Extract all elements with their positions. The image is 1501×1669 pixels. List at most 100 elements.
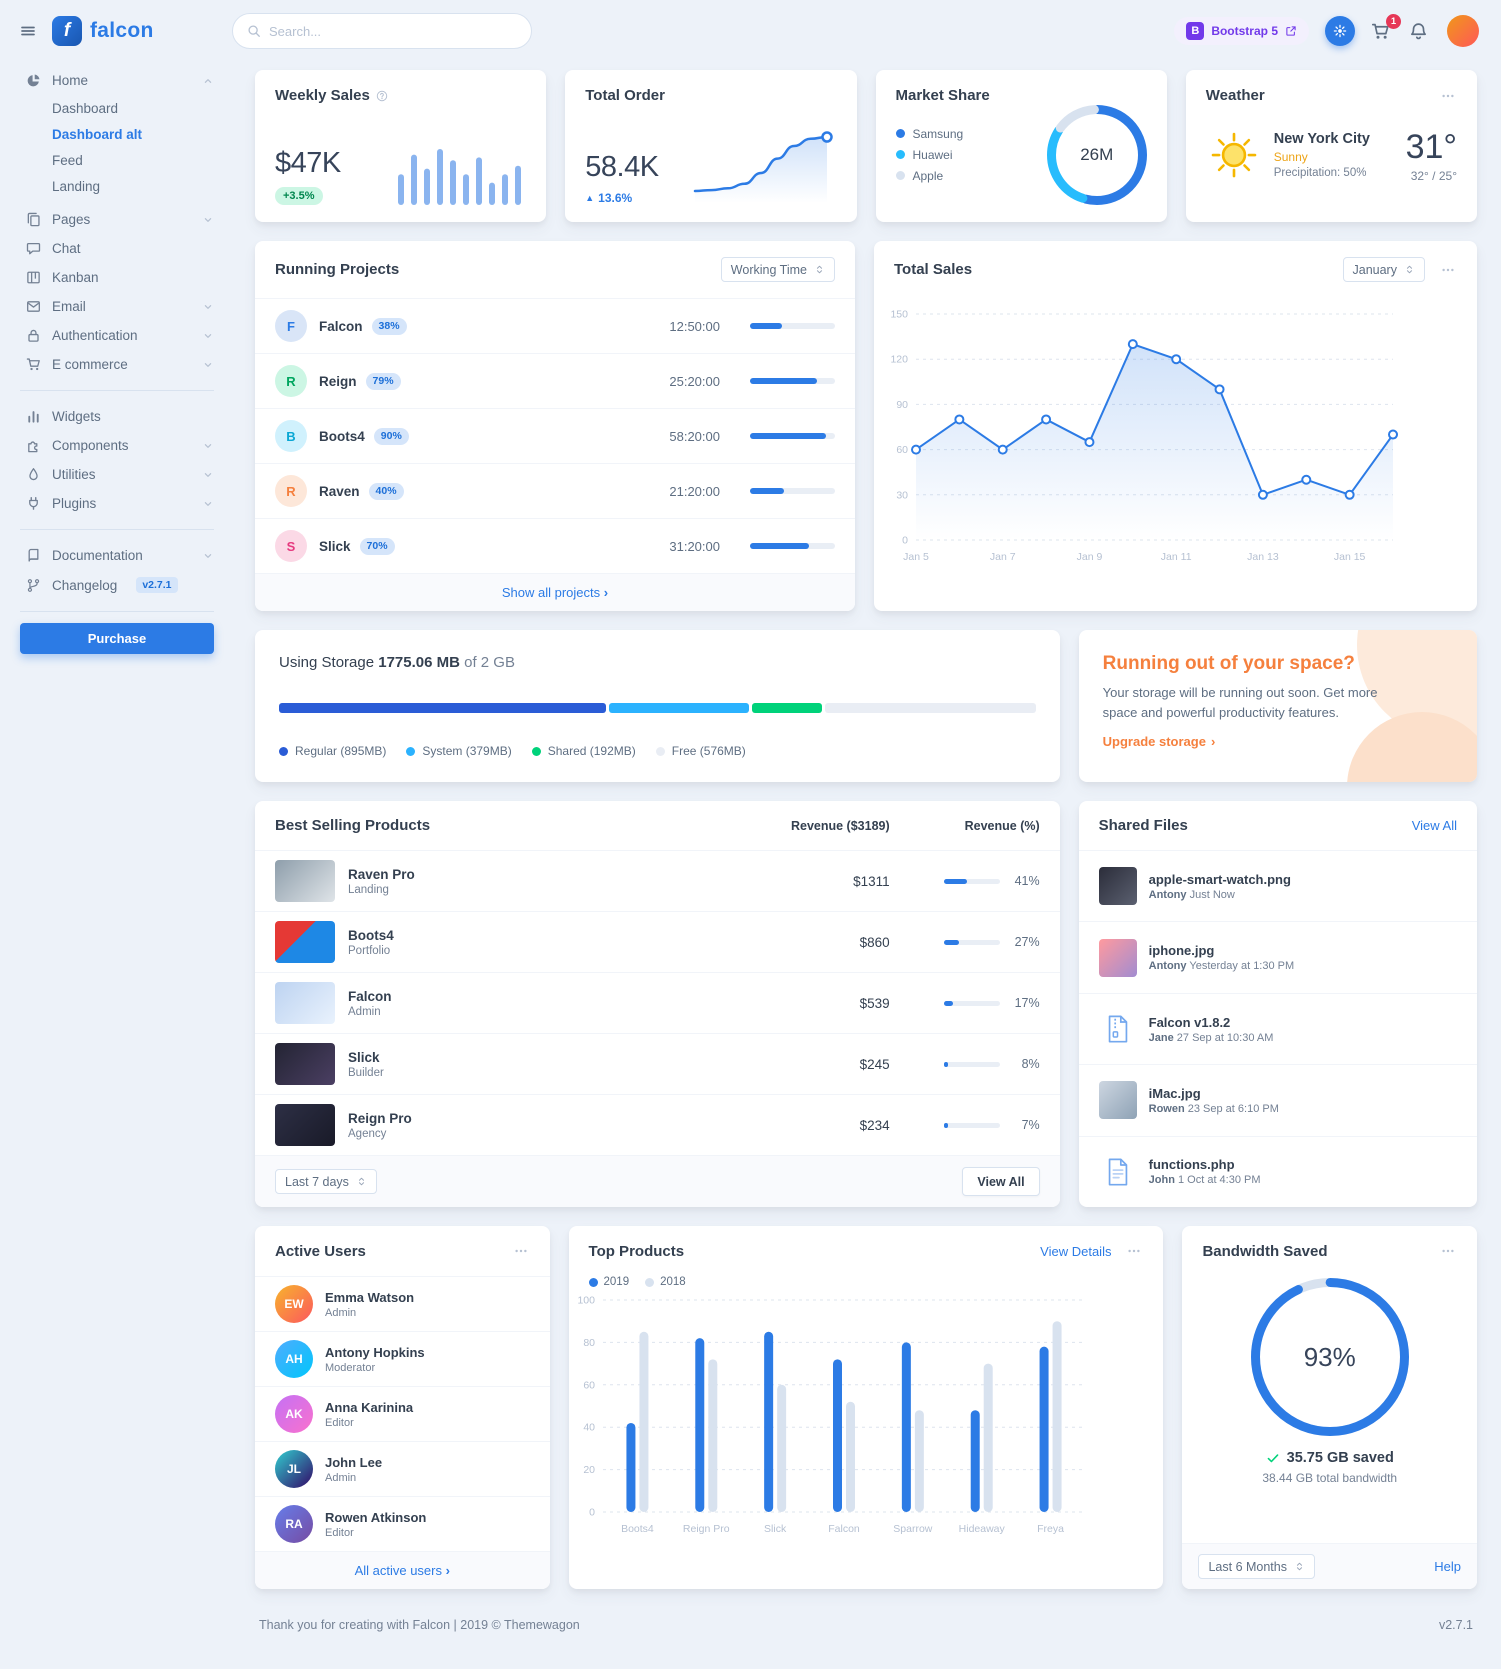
project-avatar: R bbox=[275, 365, 307, 397]
sidebar-item-email[interactable]: Email bbox=[20, 292, 220, 321]
sidebar-item-dashboard-alt[interactable]: Dashboard alt bbox=[52, 126, 143, 142]
sidebar-item-landing[interactable]: Landing bbox=[52, 178, 101, 194]
settings-gear-button[interactable] bbox=[1325, 16, 1355, 46]
svg-text:100: 100 bbox=[577, 1295, 595, 1307]
copy-icon bbox=[26, 212, 41, 227]
sidebar-item-kanban[interactable]: Kanban bbox=[20, 263, 220, 292]
product-thumbnail bbox=[275, 1043, 335, 1085]
chevron-down-icon bbox=[202, 550, 214, 562]
cart-button[interactable]: 1 bbox=[1371, 14, 1401, 42]
chevron-down-icon bbox=[202, 469, 214, 481]
weekly-sales-value: $47K bbox=[275, 147, 341, 179]
chevron-down-icon bbox=[202, 301, 214, 313]
sidebar-item-ecommerce[interactable]: E commerce bbox=[20, 350, 220, 379]
legend-dot bbox=[588, 1277, 598, 1287]
sidebar-item-changelog[interactable]: Changelog v2.7.1 bbox=[20, 570, 220, 600]
user-row: EW Emma Watson Admin bbox=[255, 1276, 550, 1331]
chevron-right-icon: › bbox=[603, 585, 609, 600]
sidebar-item-home[interactable]: Home bbox=[20, 66, 220, 95]
sidebar-item-dashboard[interactable]: Dashboard bbox=[52, 100, 119, 116]
shared-files-view-all-link[interactable]: View All bbox=[1411, 818, 1457, 833]
sidebar-item-feed[interactable]: Feed bbox=[52, 152, 83, 168]
storage-segment-regular bbox=[279, 702, 607, 713]
notifications-bell-button[interactable] bbox=[1409, 20, 1431, 42]
revenue-percent: 17% bbox=[1014, 996, 1040, 1010]
bell-icon bbox=[1409, 22, 1428, 41]
navbar-right: B Bootstrap 5 1 bbox=[1174, 14, 1479, 47]
sidebar-item-components[interactable]: Components bbox=[20, 431, 220, 460]
all-active-users-link[interactable]: All active users › bbox=[354, 1563, 450, 1578]
total-sales-title: Total Sales bbox=[893, 261, 973, 278]
product-category: Agency bbox=[348, 1127, 387, 1140]
purchase-button[interactable]: Purchase bbox=[20, 623, 214, 654]
product-thumbnail bbox=[275, 921, 335, 963]
project-name-link[interactable]: Falcon bbox=[319, 318, 363, 334]
bandwidth-range-select[interactable]: Last 6 Months bbox=[1198, 1554, 1315, 1579]
project-name-link[interactable]: Reign bbox=[319, 373, 357, 389]
show-all-projects-link[interactable]: Show all projects › bbox=[501, 585, 609, 600]
market-share-title: Market Share bbox=[895, 87, 990, 104]
search-input[interactable] bbox=[269, 23, 517, 39]
weather-menu-button[interactable] bbox=[1439, 87, 1457, 105]
search-icon bbox=[247, 24, 261, 38]
file-owner: John bbox=[1148, 1174, 1175, 1187]
total-sales-line-chart: 0 30 60 90 120 150 Jan 5 Jan 7 Jan 9 Jan 11 Jan 13… bbox=[874, 298, 1477, 577]
top-products-card: Top Products View Details 2019 2018 0 20 4… bbox=[568, 1226, 1164, 1589]
sort-caret-icon bbox=[1404, 264, 1415, 275]
chevron-right-icon: › bbox=[445, 1563, 450, 1578]
weather-precipitation: Precipitation: 50% bbox=[1273, 167, 1367, 179]
sidebar-item-authentication[interactable]: Authentication bbox=[20, 321, 220, 350]
svg-text:Jan 13: Jan 13 bbox=[1247, 551, 1279, 563]
help-icon[interactable] bbox=[376, 90, 388, 102]
legend-dot bbox=[279, 746, 288, 756]
active-users-card: Active Users EW Emma Watson Admin AH Anto… bbox=[255, 1226, 550, 1589]
file-name: apple-smart-watch.png bbox=[1148, 871, 1291, 887]
product-name: Raven Pro bbox=[348, 866, 415, 882]
bootstrap-version-badge[interactable]: B Bootstrap 5 bbox=[1174, 17, 1309, 45]
svg-text:30: 30 bbox=[896, 489, 908, 501]
sidebar-item-widgets[interactable]: Widgets bbox=[20, 402, 220, 431]
hamburger-menu-button[interactable] bbox=[20, 23, 36, 39]
date-range-select[interactable]: Last 7 days bbox=[275, 1169, 377, 1194]
total-sales-menu-button[interactable] bbox=[1439, 261, 1457, 279]
project-time: 21:20:00 bbox=[669, 483, 720, 499]
sidebar-item-chat[interactable]: Chat bbox=[20, 234, 220, 263]
best-selling-title: Best Selling Products bbox=[275, 817, 431, 834]
brand-logo[interactable]: f falcon bbox=[52, 16, 154, 46]
product-category: Portfolio bbox=[348, 944, 391, 957]
project-name-link[interactable]: Slick bbox=[319, 538, 351, 554]
file-owner: Antony bbox=[1148, 960, 1187, 973]
product-revenue: $860 bbox=[859, 934, 890, 950]
svg-text:Sparrow: Sparrow bbox=[893, 1523, 933, 1535]
project-progress-badge: 40% bbox=[368, 482, 404, 500]
sidebar-item-pages[interactable]: Pages bbox=[20, 205, 220, 234]
product-revenue: $245 bbox=[859, 1056, 890, 1072]
active-users-menu-button[interactable] bbox=[512, 1242, 530, 1260]
user-avatar[interactable] bbox=[1447, 15, 1479, 47]
upgrade-storage-link[interactable]: Upgrade storage › bbox=[1102, 734, 1216, 749]
working-time-select[interactable]: Working Time bbox=[720, 257, 835, 282]
top-products-menu-button[interactable] bbox=[1125, 1242, 1143, 1260]
svg-text:Jan 9: Jan 9 bbox=[1077, 551, 1103, 563]
project-name-link[interactable]: Boots4 bbox=[319, 428, 365, 444]
sidebar-item-plugins[interactable]: Plugins bbox=[20, 489, 220, 518]
bandwidth-menu-button[interactable] bbox=[1439, 1242, 1457, 1260]
legend-dot bbox=[895, 171, 905, 180]
view-details-link[interactable]: View Details bbox=[1040, 1243, 1112, 1259]
month-select[interactable]: January bbox=[1342, 257, 1425, 282]
revenue-percent: 7% bbox=[1021, 1118, 1040, 1132]
file-row: iMac.jpg Rowen 23 Sep at 6:10 PM bbox=[1078, 1064, 1477, 1135]
project-name-link[interactable]: Raven bbox=[319, 483, 360, 499]
project-progress-badge: 79% bbox=[365, 372, 401, 390]
help-link[interactable]: Help bbox=[1434, 1559, 1461, 1574]
sidebar-item-utilities[interactable]: Utilities bbox=[20, 460, 220, 489]
bandwidth-saved-text: 35.75 GB saved bbox=[1266, 1450, 1394, 1466]
product-thumbnail bbox=[275, 1104, 335, 1146]
storage-segment-system bbox=[609, 702, 749, 713]
legend-dot bbox=[895, 150, 905, 159]
storage-warning-body: Your storage will be running out soon. G… bbox=[1102, 685, 1378, 720]
sidebar-item-documentation[interactable]: Documentation bbox=[20, 541, 220, 570]
view-all-button[interactable]: View All bbox=[962, 1167, 1040, 1196]
svg-text:Jan 15: Jan 15 bbox=[1334, 551, 1366, 563]
product-revenue: $1311 bbox=[853, 873, 890, 889]
